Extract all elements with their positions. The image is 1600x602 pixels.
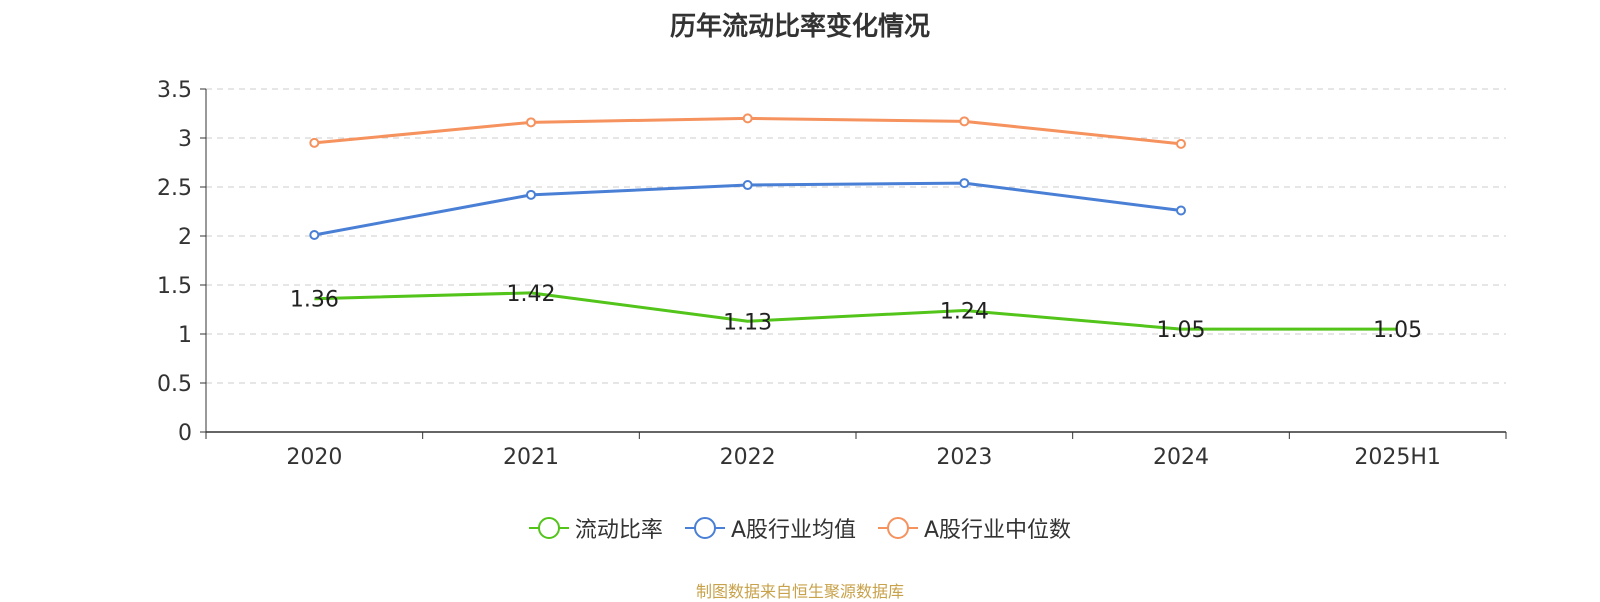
data-point[interactable] bbox=[309, 230, 320, 241]
data-label: 1.05 bbox=[1373, 318, 1422, 343]
y-tick-label: 1.5 bbox=[157, 274, 192, 299]
legend-marker-icon bbox=[528, 517, 569, 539]
data-point[interactable] bbox=[742, 113, 753, 124]
data-label: 1.05 bbox=[1157, 318, 1206, 343]
legend-item[interactable]: A股行业中位数 bbox=[878, 512, 1071, 544]
y-tick-label: 2.5 bbox=[157, 176, 192, 201]
data-point[interactable] bbox=[959, 178, 970, 189]
series-line bbox=[314, 181, 1182, 237]
x-tick-label: 2022 bbox=[720, 445, 776, 470]
y-tick-label: 0.5 bbox=[157, 372, 192, 397]
data-point[interactable] bbox=[526, 189, 536, 200]
data-point[interactable] bbox=[742, 180, 753, 191]
axes: 0 0.5 1 1.5 2 2.5 3 3.5 2020 2021 2022 2023 2024 2025… bbox=[157, 78, 1507, 470]
source-note: 制图数据来自恒生聚源数据库 bbox=[695, 582, 904, 601]
x-tick-label: 2020 bbox=[286, 445, 342, 470]
data-point[interactable] bbox=[959, 116, 970, 127]
x-tick-label: 2023 bbox=[936, 445, 992, 470]
x-tick-label: 2025H1 bbox=[1354, 445, 1441, 470]
chart-title: 历年流动比率变化情况 bbox=[669, 12, 930, 42]
data-labels: 1.36 1.42 1.13 1.24 1.05 1.05 bbox=[290, 282, 1422, 343]
data-point[interactable] bbox=[526, 117, 536, 128]
x-tick-label: 2024 bbox=[1153, 445, 1209, 470]
grid-lines bbox=[206, 88, 1506, 384]
x-tick-label: 2021 bbox=[503, 445, 559, 470]
data-label: 1.42 bbox=[507, 282, 556, 307]
data-point[interactable] bbox=[1176, 138, 1186, 149]
y-tick-label: 3 bbox=[178, 127, 192, 152]
series-lines bbox=[309, 113, 1398, 331]
legend-marker-icon bbox=[684, 517, 725, 539]
legend-label: A股行业均值 bbox=[730, 518, 856, 543]
data-label: 1.24 bbox=[940, 299, 989, 324]
legend-label: 流动比率 bbox=[574, 518, 663, 543]
y-tick-label: 0 bbox=[178, 421, 192, 446]
legend-label: A股行业中位数 bbox=[924, 518, 1072, 543]
data-label: 1.13 bbox=[723, 310, 772, 335]
legend: 流动比率 A股行业均值 A股行业中位数 bbox=[0, 512, 1600, 544]
series-line bbox=[314, 291, 1398, 331]
legend-marker-icon bbox=[878, 517, 918, 539]
data-point[interactable] bbox=[1176, 205, 1186, 216]
data-point[interactable] bbox=[309, 137, 320, 148]
legend-item[interactable]: 流动比率 bbox=[528, 512, 663, 544]
y-tick-label: 2 bbox=[178, 225, 192, 250]
legend-item[interactable]: A股行业均值 bbox=[684, 512, 856, 544]
y-tick-label: 3.5 bbox=[157, 78, 192, 103]
y-tick-label: 1 bbox=[178, 323, 192, 348]
data-label: 1.36 bbox=[290, 288, 339, 313]
